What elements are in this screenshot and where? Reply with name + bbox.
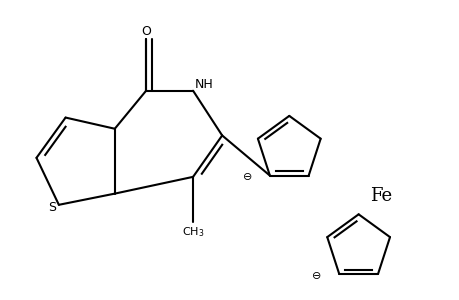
Text: Fe: Fe	[369, 187, 391, 205]
Text: S: S	[48, 200, 56, 214]
Text: ⊖: ⊖	[311, 271, 321, 281]
Text: ⊖: ⊖	[242, 172, 252, 182]
Text: NH: NH	[195, 77, 213, 91]
Text: O: O	[141, 25, 151, 38]
Text: CH$_3$: CH$_3$	[181, 225, 204, 238]
